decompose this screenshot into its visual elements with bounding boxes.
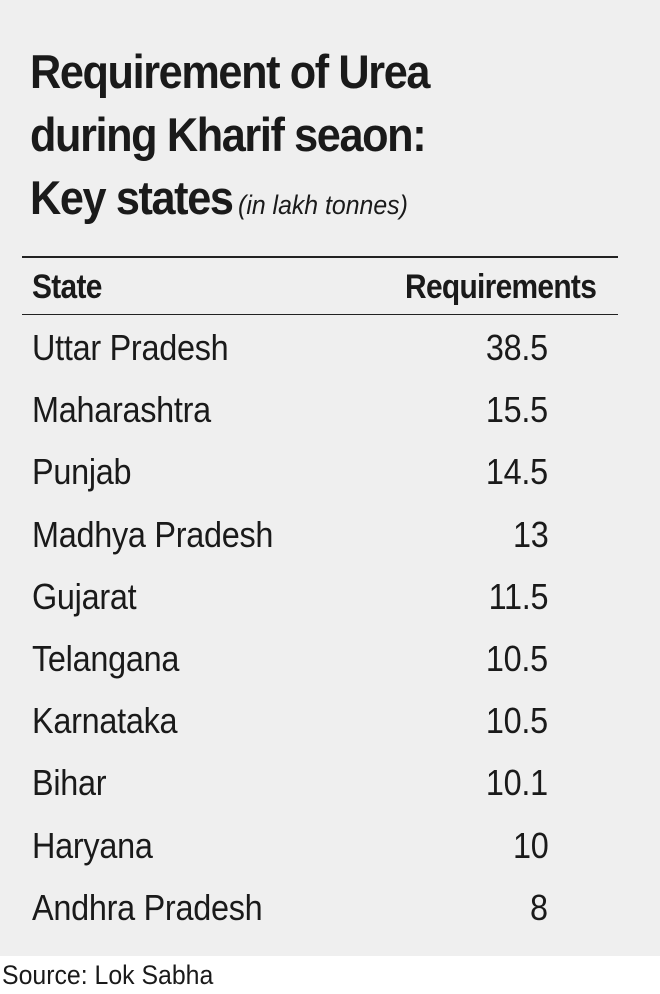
requirement-value: 38.5 <box>486 327 548 368</box>
state-name: Maharashtra <box>32 389 211 431</box>
table-body: Uttar Pradesh 38.5 Maharashtra 15.5 Punjab 14… <box>0 320 660 942</box>
table-row: Punjab 14.5 <box>0 444 660 506</box>
state-name: Karnataka <box>32 700 178 742</box>
column-header-requirements: Requirements <box>404 268 597 306</box>
chart-title: Requirement of Urea during Kharif seaon:… <box>30 40 591 237</box>
table-row: Andhra Pradesh 8 <box>0 880 660 942</box>
requirement-value: 10.5 <box>486 700 548 742</box>
requirement-value: 10.5 <box>486 637 548 679</box>
requirement-value: 13 <box>512 513 548 555</box>
requirement-value: 15.5 <box>486 389 548 431</box>
title-line-3-text: Key states <box>30 171 234 224</box>
state-name: Bihar <box>32 762 107 804</box>
state-name: Andhra Pradesh <box>32 886 263 928</box>
table-row: Haryana 10 <box>0 818 660 880</box>
title-line-2: during Kharif seaon: <box>30 108 427 161</box>
requirement-value: 11.5 <box>488 575 548 617</box>
table-row: Madhya Pradesh 13 <box>0 507 660 569</box>
source-note: Source: Lok Sabha <box>2 960 214 990</box>
table-row: Telangana 10.5 <box>0 631 660 693</box>
requirement-value: 14.5 <box>486 451 548 493</box>
state-name: Uttar Pradesh <box>32 327 229 368</box>
title-line-3: Key states (in lakh tonnes) <box>30 166 591 237</box>
state-name: Haryana <box>32 824 153 866</box>
column-header-state: State <box>32 268 102 306</box>
state-name: Telangana <box>32 637 180 679</box>
state-name: Gujarat <box>32 575 137 617</box>
requirement-value: 10.1 <box>486 762 548 804</box>
table-row: Uttar Pradesh 38.5 <box>0 320 660 382</box>
top-rule <box>22 256 618 258</box>
table-row: Gujarat 11.5 <box>0 569 660 631</box>
table-row: Maharashtra 15.5 <box>0 382 660 444</box>
requirement-value: 8 <box>530 886 548 928</box>
state-name: Punjab <box>32 451 132 493</box>
table-row: Bihar 10.1 <box>0 755 660 817</box>
header-rule <box>22 314 618 315</box>
table-panel: Requirement of Urea during Kharif seaon:… <box>0 0 660 956</box>
title-line-1: Requirement of Urea <box>30 45 430 98</box>
table-row: Karnataka 10.5 <box>0 693 660 755</box>
unit-note: (in lakh tonnes) <box>238 190 408 220</box>
requirement-value: 10 <box>512 824 548 866</box>
state-name: Madhya Pradesh <box>32 513 274 555</box>
